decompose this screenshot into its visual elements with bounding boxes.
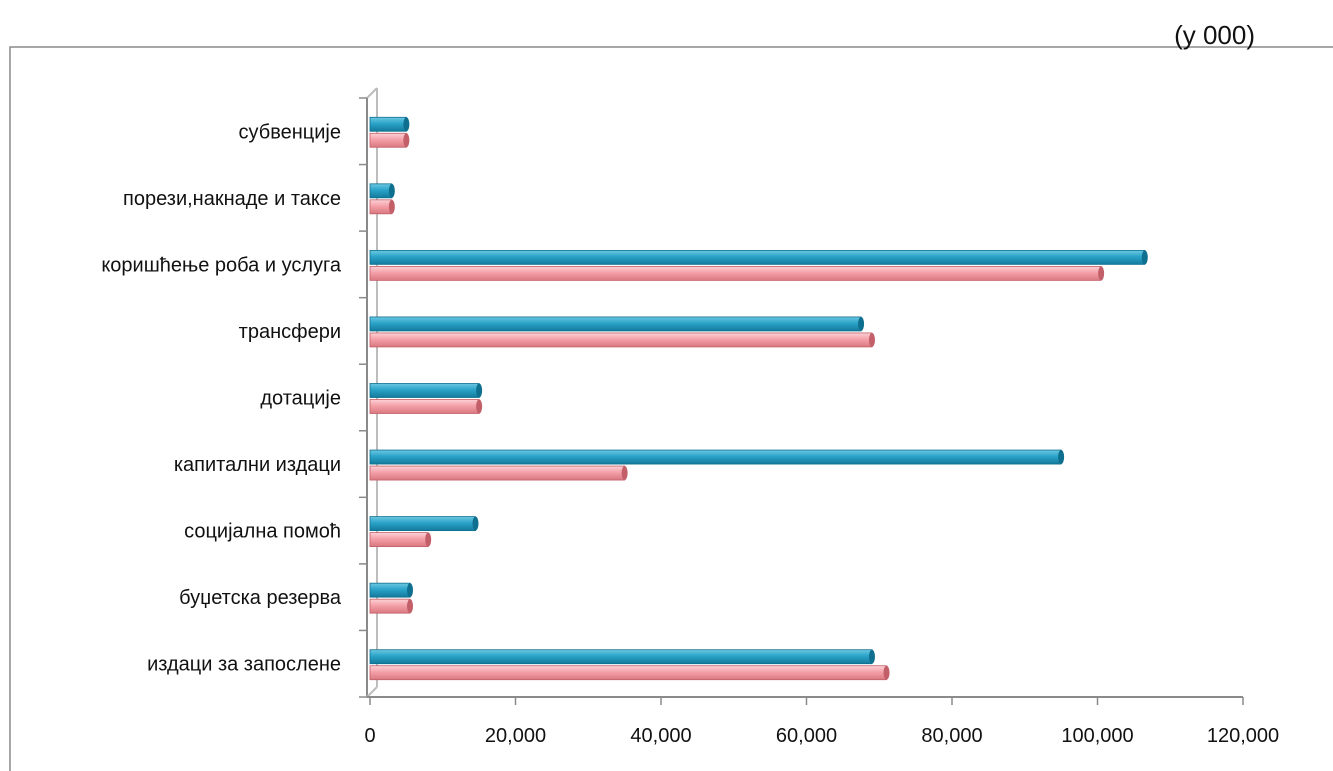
bar-series-1	[369, 532, 429, 548]
category-label: буџетска резерва	[179, 587, 342, 609]
bar-series-2	[369, 649, 873, 665]
category-label: капитални издаци	[174, 454, 341, 476]
bar-end-cap	[425, 532, 432, 547]
bar-series-2	[369, 316, 862, 332]
chart-frame	[9, 46, 1333, 771]
bar-end-cap	[407, 599, 414, 614]
category-label: коришћење роба и услуга	[101, 254, 342, 276]
bar-end-cap	[403, 133, 410, 148]
category-label: порези,накнаде и таксе	[123, 188, 341, 210]
category-label: дотације	[260, 388, 341, 410]
category-label: издаци за запослене	[147, 654, 341, 676]
y-axis-depth-top	[366, 87, 378, 99]
bar-series-2	[369, 249, 1146, 265]
bar-end-cap	[883, 665, 890, 680]
bar-series-1	[369, 199, 393, 215]
bar-series-1	[369, 332, 873, 348]
bar-end-cap	[388, 199, 395, 214]
category-label: субвенције	[239, 121, 341, 143]
bar-series-1	[369, 399, 480, 414]
bar-end-cap	[868, 649, 875, 664]
bar-series-2	[369, 582, 411, 598]
bar-series-1	[369, 598, 411, 614]
x-tick-label: 40,000	[630, 725, 691, 747]
x-tick-label: 60,000	[776, 725, 837, 747]
bar-end-cap	[621, 466, 628, 481]
bar-series-1	[369, 665, 887, 681]
x-tick-label: 0	[364, 725, 375, 747]
category-label: трансфери	[239, 321, 341, 343]
bar-series-2	[369, 183, 393, 199]
x-tick-label: 100,000	[1061, 725, 1133, 747]
category-label: социјална помоћ	[184, 521, 341, 543]
bar-end-cap	[407, 583, 414, 598]
unit-note: (у 000)	[1174, 20, 1255, 50]
bar-end-cap	[868, 332, 875, 347]
bar-series-1	[369, 265, 1102, 281]
bar-end-cap	[476, 399, 483, 414]
bar-series-2	[369, 449, 1062, 465]
bar-end-cap	[403, 117, 410, 132]
x-tick-label: 80,000	[921, 725, 982, 747]
bar-series-2	[369, 516, 476, 532]
bar-end-cap	[858, 316, 865, 331]
bar-end-cap	[1098, 266, 1105, 281]
bar-end-cap	[1058, 450, 1065, 465]
x-axis-depth	[366, 686, 378, 698]
bar-end-cap	[472, 516, 479, 531]
x-tick-label: 120,000	[1207, 725, 1279, 747]
x-tick-label: 20,000	[485, 725, 546, 747]
bar-series-2	[369, 116, 407, 132]
bar-end-cap	[476, 383, 483, 398]
bar-series-1	[369, 132, 407, 148]
bar-end-cap	[388, 183, 395, 198]
bar-end-cap	[1141, 250, 1148, 265]
bar-series-2	[369, 383, 480, 398]
bar-series-1	[369, 465, 626, 481]
